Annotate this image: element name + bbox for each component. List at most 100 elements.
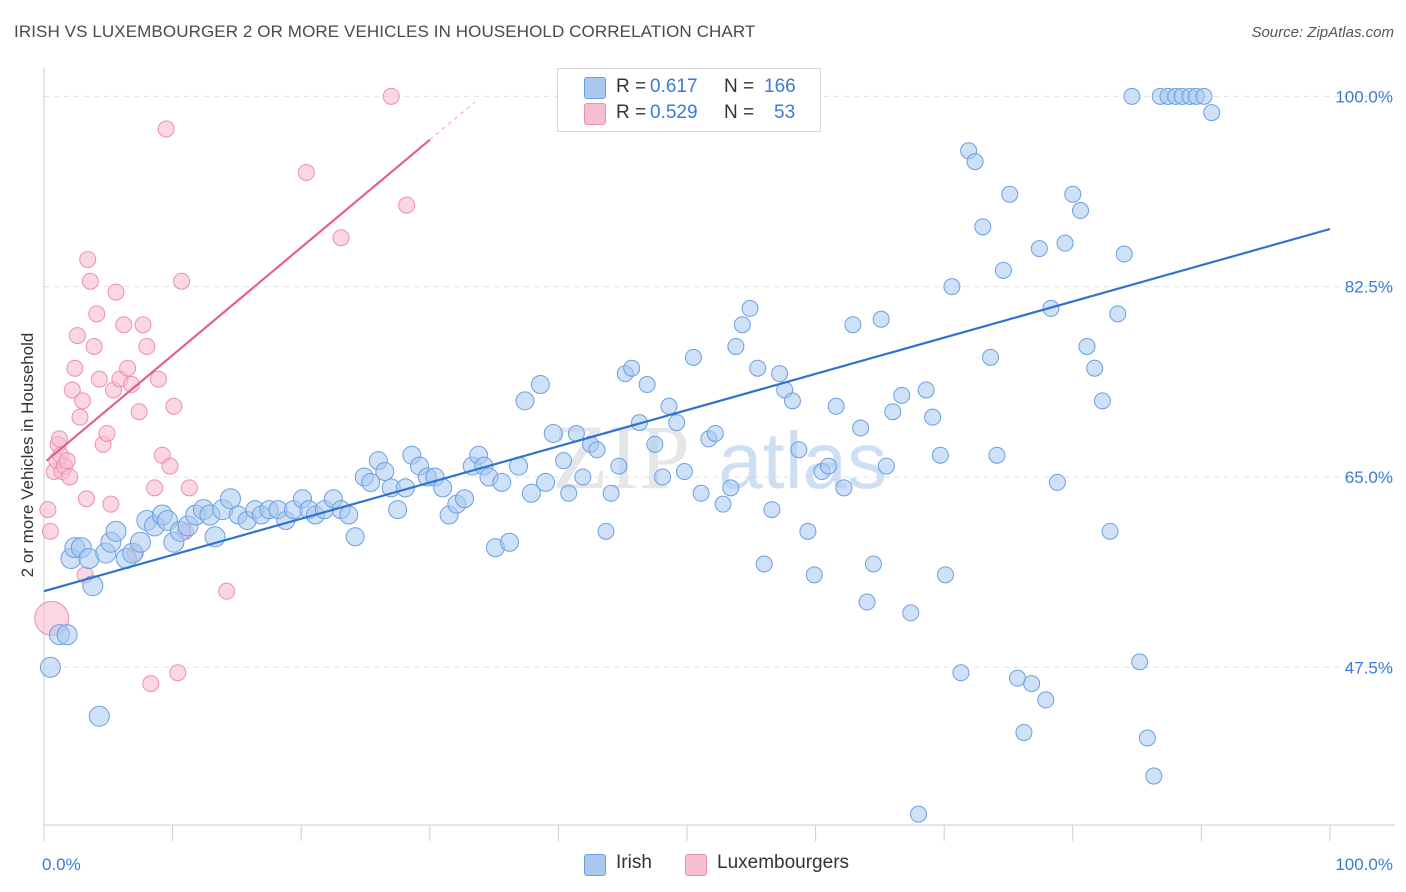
irish-n-label: N = <box>724 76 755 97</box>
lux-trend-line <box>45 138 431 462</box>
irish-point <box>1138 729 1156 747</box>
irish-point <box>1145 767 1163 785</box>
irish-point <box>574 468 592 486</box>
lux-point <box>115 316 133 334</box>
lux-point <box>161 457 179 475</box>
irish-point <box>858 593 876 611</box>
bottom-irish-label: Irish <box>616 852 652 873</box>
irish-point <box>1086 359 1104 377</box>
irish-point <box>1009 669 1027 687</box>
lux-point <box>297 163 315 181</box>
lux-point <box>71 408 89 426</box>
lux-point <box>74 392 92 410</box>
irish-point <box>771 365 789 383</box>
irish-point <box>219 488 241 510</box>
lux-point <box>119 359 137 377</box>
irish-point <box>974 218 992 236</box>
irish-point <box>917 381 935 399</box>
irish-point <box>692 484 710 502</box>
irish-point <box>1101 522 1119 540</box>
irish-point <box>1015 724 1033 742</box>
stats-legend: R = 0.617 N = 166 R = 0.529 N = 53 <box>557 68 821 132</box>
irish-point <box>864 555 882 573</box>
irish-point <box>675 463 693 481</box>
irish-point <box>931 446 949 464</box>
irish-point <box>555 452 573 470</box>
irish-point <box>668 414 686 432</box>
lux-point <box>173 272 191 290</box>
irish-point <box>799 522 817 540</box>
y-tick-label: 65.0% <box>1345 468 1393 487</box>
irish-point <box>684 348 702 366</box>
irish-point <box>1037 691 1055 709</box>
irish-point <box>741 299 759 317</box>
lux-point <box>157 120 175 138</box>
irish-point <box>129 531 151 553</box>
irish-point <box>1195 87 1213 105</box>
irish-point <box>515 391 535 411</box>
lux-point <box>398 196 416 214</box>
irish-point <box>455 489 475 509</box>
lux-n-value: 53 <box>774 102 796 123</box>
lux-point <box>382 87 400 105</box>
irish-point <box>1030 240 1048 258</box>
irish-point <box>936 566 954 584</box>
irish-point <box>877 457 895 475</box>
lux-point <box>107 283 125 301</box>
irish-point <box>56 624 78 646</box>
irish-point <box>543 423 563 443</box>
lux-point <box>98 424 116 442</box>
lux-trend-extension <box>429 101 476 141</box>
lux-point <box>39 501 57 519</box>
irish-point <box>755 555 773 573</box>
irish-point <box>1093 392 1111 410</box>
irish-point <box>646 435 664 453</box>
lux-point <box>138 337 156 355</box>
irish-point <box>819 457 837 475</box>
lux-point <box>88 305 106 323</box>
y-tick-label: 100.0% <box>1335 87 1393 106</box>
lux-point <box>146 479 164 497</box>
lux-point <box>332 229 350 247</box>
irish-point <box>714 495 732 513</box>
irish-point <box>1048 473 1066 491</box>
lux-n-label: N = <box>724 102 755 123</box>
lux-point <box>102 495 120 513</box>
irish-point <box>943 278 961 296</box>
irish-point <box>623 359 641 377</box>
irish-point <box>588 441 606 459</box>
lux-point <box>218 582 236 600</box>
lux-point <box>90 370 108 388</box>
lux-point <box>77 490 95 508</box>
irish-point <box>805 566 823 584</box>
irish-point <box>492 472 512 492</box>
irish-point <box>1072 202 1090 220</box>
irish-point <box>610 457 628 475</box>
irish-point <box>790 441 808 459</box>
irish-point <box>844 316 862 334</box>
irish-point <box>981 348 999 366</box>
irish-point <box>783 392 801 410</box>
irish-point <box>339 505 359 525</box>
lux-point <box>79 250 97 268</box>
irish-point <box>88 705 110 727</box>
irish-n-value: 166 <box>764 76 796 97</box>
irish-point <box>835 479 853 497</box>
x-tick-label-min: 0.0% <box>42 855 81 874</box>
irish-r-value: 0.617 <box>650 76 698 97</box>
irish-point <box>733 316 751 334</box>
irish-point <box>1115 245 1133 263</box>
irish-point <box>345 527 365 547</box>
irish-point <box>952 664 970 682</box>
lux-point <box>41 522 59 540</box>
irish-point <box>966 153 984 171</box>
lux-point <box>134 316 152 334</box>
irish-point <box>536 472 556 492</box>
irish-point <box>1001 185 1019 203</box>
irish-swatch <box>584 77 606 99</box>
irish-point <box>902 604 920 622</box>
irish-point <box>39 656 61 678</box>
lux-point <box>122 376 140 394</box>
lux-point <box>66 359 84 377</box>
lux-swatch <box>584 103 606 125</box>
